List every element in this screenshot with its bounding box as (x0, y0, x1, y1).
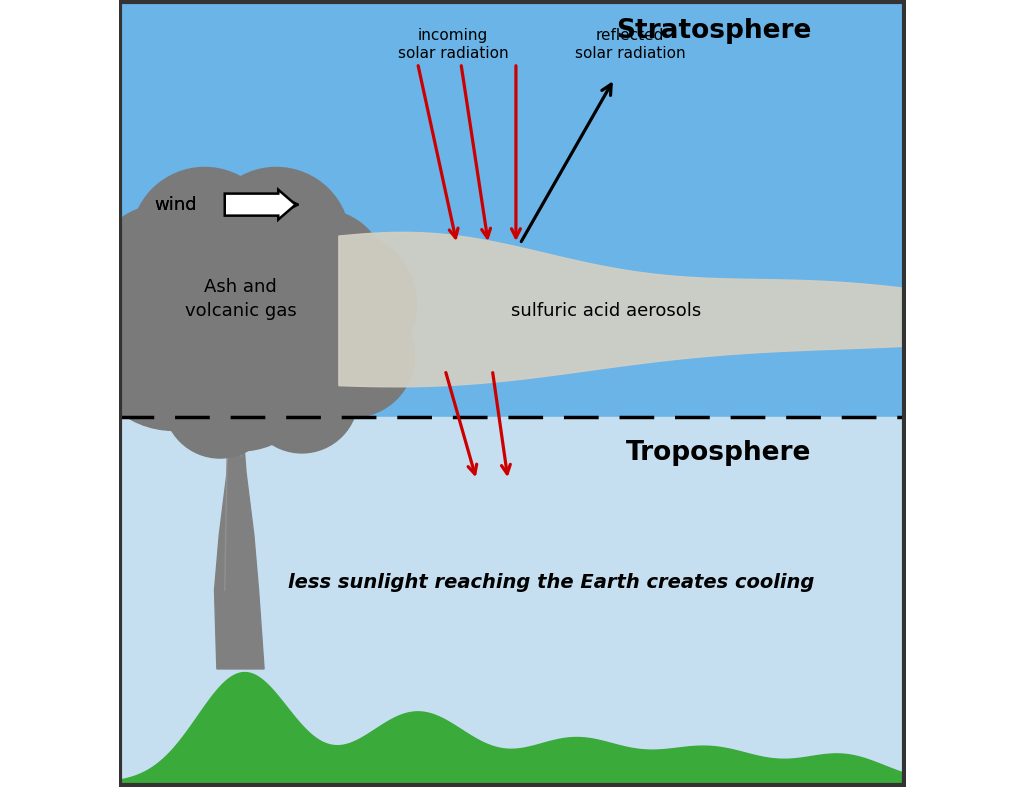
Text: reflected
solar radiation: reflected solar radiation (574, 28, 685, 61)
Polygon shape (119, 673, 905, 787)
Circle shape (246, 340, 358, 453)
Text: Troposphere: Troposphere (626, 439, 811, 466)
Bar (119, 0, 905, 417)
Polygon shape (339, 232, 905, 386)
Text: sulfuric acid aerosols: sulfuric acid aerosols (511, 302, 701, 320)
Text: wind: wind (154, 196, 197, 213)
Circle shape (217, 250, 397, 430)
Text: less sunlight reaching the Earth creates cooling: less sunlight reaching the Earth creates… (288, 573, 814, 592)
Circle shape (161, 291, 321, 451)
FancyArrow shape (224, 190, 296, 220)
Circle shape (59, 236, 207, 383)
Circle shape (292, 294, 415, 417)
Text: Stratosphere: Stratosphere (615, 18, 811, 45)
Circle shape (67, 294, 189, 417)
Circle shape (203, 168, 350, 315)
Circle shape (94, 205, 227, 338)
Circle shape (131, 168, 279, 315)
Text: incoming
solar radiation: incoming solar radiation (397, 28, 508, 61)
Circle shape (84, 250, 264, 430)
Text: Ash and
volcanic gas: Ash and volcanic gas (184, 279, 296, 320)
Circle shape (254, 209, 387, 342)
Circle shape (164, 345, 276, 458)
Circle shape (269, 231, 417, 379)
Circle shape (133, 207, 348, 422)
Polygon shape (214, 362, 264, 669)
Text: wind: wind (154, 196, 197, 213)
Bar (119, 417, 905, 787)
